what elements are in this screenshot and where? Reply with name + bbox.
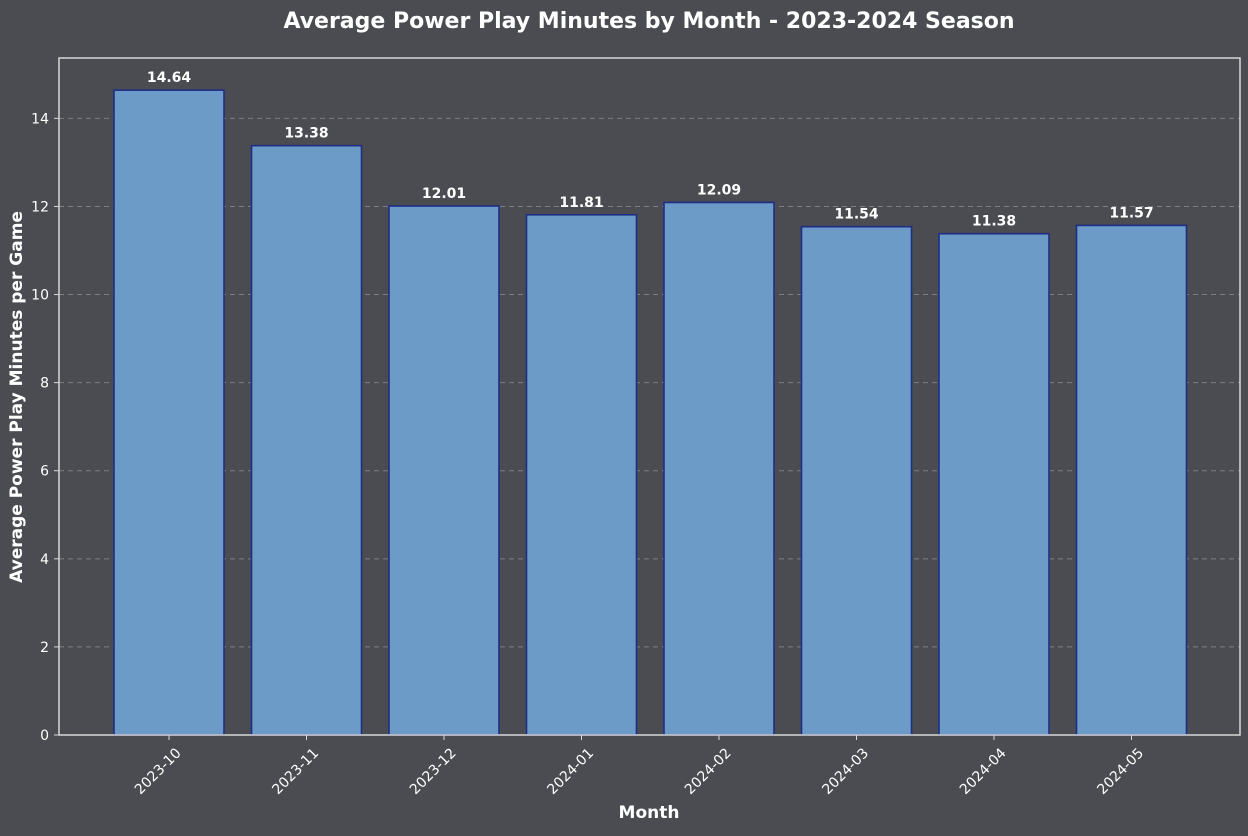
data-label-2024-04: 11.38 [972, 214, 1016, 230]
y-tick-label: 0 [40, 728, 49, 744]
bars [113, 89, 1188, 736]
chart-title: Average Power Play Minutes by Month - 20… [283, 9, 1014, 34]
data-labels: 14.64 13.38 12.01 11.81 12.09 11.54 11.38 11.57 [147, 70, 1154, 230]
bar-2023-10 [113, 89, 225, 736]
data-label-2023-10: 14.64 [147, 70, 192, 86]
x-tick-label-2024-01: 2024-01 [544, 745, 597, 798]
bar-2024-01 [525, 214, 638, 736]
data-label-2023-11: 13.38 [284, 126, 328, 142]
x-tick-label-2023-12: 2023-12 [407, 745, 460, 798]
data-label-2024-01: 11.81 [559, 195, 603, 211]
bar-2023-11 [250, 144, 363, 736]
x-axis-label: Month [619, 803, 680, 823]
data-label-2023-12: 12.01 [422, 186, 466, 202]
data-label-2024-03: 11.54 [834, 207, 879, 223]
x-tick-label-2024-04: 2024-04 [957, 745, 1010, 798]
x-tick-label-2024-05: 2024-05 [1094, 745, 1147, 798]
y-tick-label: 10 [31, 288, 49, 304]
y-tick-label: 2 [40, 640, 49, 656]
bar-2024-02 [663, 201, 775, 736]
x-axis-ticks: 2023-10 2023-11 2023-12 2024-01 2024-02 2024-… [132, 735, 1147, 798]
bar-2023-12 [388, 205, 500, 736]
y-tick-label: 14 [31, 111, 49, 127]
data-label-2024-02: 12.09 [697, 182, 741, 198]
y-tick-label: 4 [40, 552, 49, 568]
x-tick-label-2024-03: 2024-03 [819, 745, 872, 798]
x-tick-label-2023-10: 2023-10 [132, 745, 185, 798]
y-tick-label: 8 [40, 376, 49, 392]
bar-2024-04 [938, 232, 1050, 736]
bar-2024-03 [800, 225, 913, 736]
plot-area-frame [58, 57, 1241, 736]
x-tick-label-2024-02: 2024-02 [682, 745, 735, 798]
bar-2024-05 [1075, 224, 1188, 736]
y-axis-label: Average Power Play Minutes per Game [7, 211, 27, 583]
grid-lines [59, 117, 1240, 648]
y-axis-ticks: 0 2 4 6 8 10 12 14 [31, 111, 59, 744]
x-tick-label-2023-11: 2023-11 [269, 745, 322, 798]
y-tick-label: 12 [31, 199, 49, 215]
y-tick-label: 6 [40, 464, 49, 480]
data-label-2024-05: 11.57 [1109, 205, 1153, 221]
